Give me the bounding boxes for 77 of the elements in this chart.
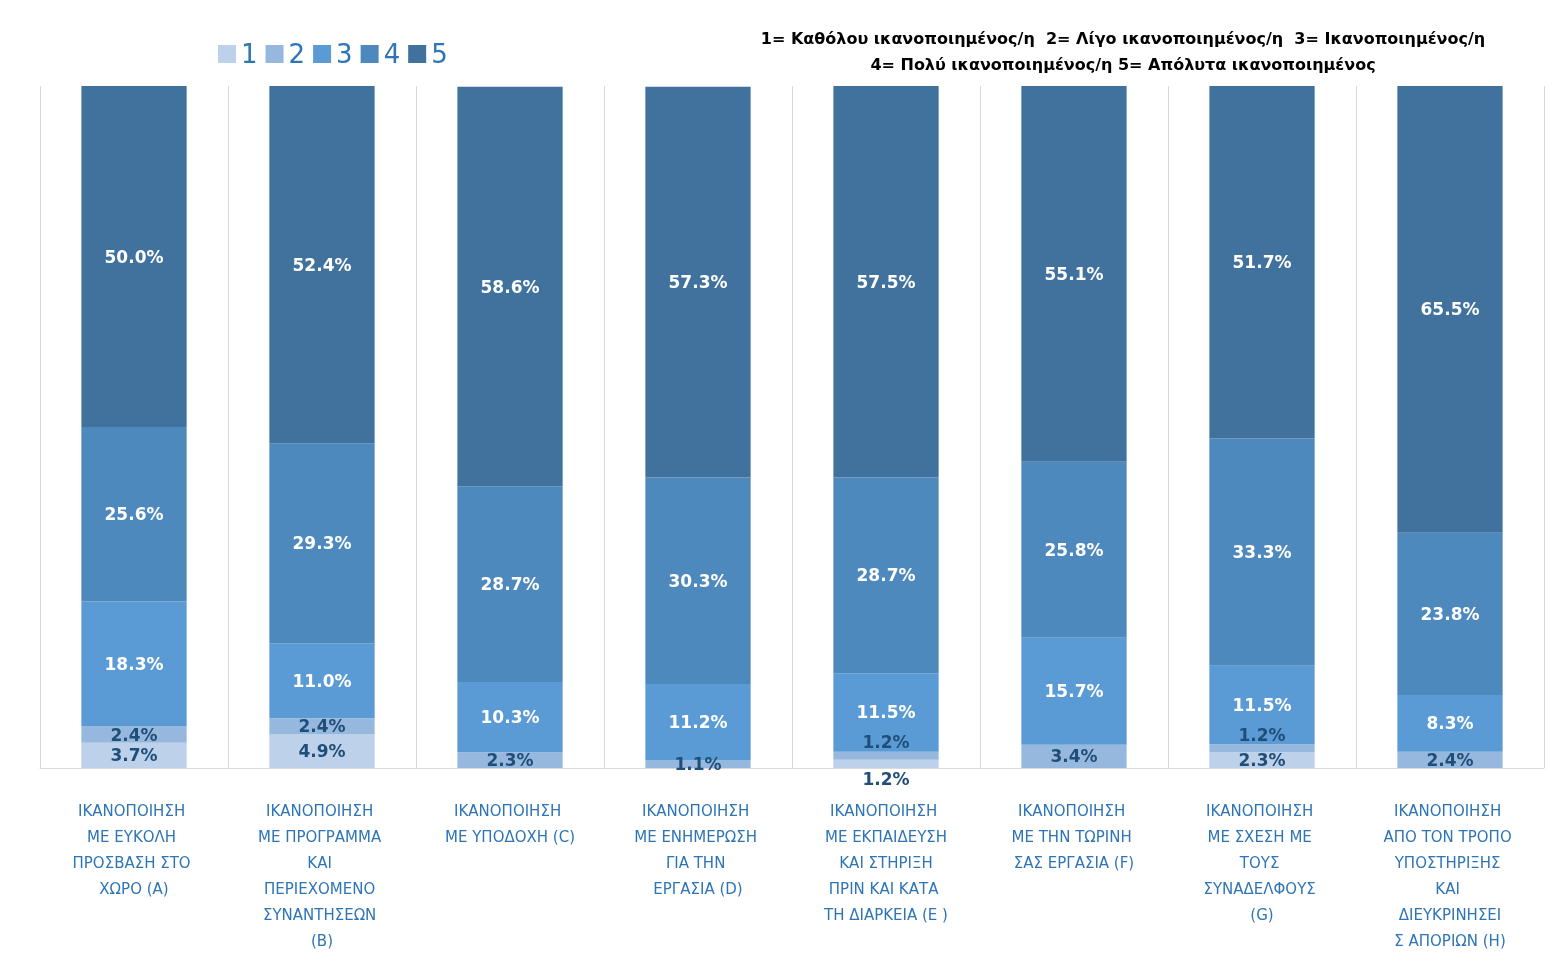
data-label: 23.8%: [1420, 603, 1480, 624]
data-label: 11.5%: [856, 702, 916, 723]
data-label: 2.4%: [298, 716, 346, 737]
data-label: 2.3%: [1238, 750, 1286, 771]
bar: [833, 477, 939, 674]
data-label: 11.2%: [668, 712, 728, 733]
data-label: 55.1%: [1044, 263, 1104, 284]
bar: [833, 751, 939, 760]
bar: [1397, 86, 1503, 533]
x-tick-label: ΙΚΑΝΟΠΟΙΗΣΗ ΜΕ ΕΥΚΟΛΗ ΠΡΟΣΒΑΣΗ ΣΤΟ ΧΩΡΟ (A): [72, 802, 196, 898]
bar: [645, 86, 751, 478]
data-label: 2.3%: [486, 750, 534, 771]
x-tick-label: ΙΚΑΝΟΠΟΙΗΣΗ ΜΕ ΤΗΝ ΤΩΡΙΝΗ ΣΑΣ ΕΡΓΑΣΙΑ (F): [1011, 802, 1137, 872]
x-tick-label: ΙΚΑΝΟΠΟΙΗΣΗ ΜΕ ΕΝΗΜΕΡΩΣΗ ΓΙΑ ΤΗΝ ΕΡΓΑΣΙΑ (D): [634, 802, 762, 898]
legend-label: 3: [336, 39, 353, 69]
data-label: 50.0%: [104, 246, 164, 267]
legend-label: 5: [431, 39, 448, 69]
bar: [81, 601, 187, 727]
bar: [833, 86, 939, 478]
data-label: 18.3%: [104, 653, 164, 674]
data-label: 65.5%: [1420, 299, 1480, 320]
bar: [269, 86, 375, 444]
legend-label: 1: [241, 39, 258, 69]
bar: [1021, 637, 1127, 745]
data-label: 11.0%: [292, 670, 352, 691]
bar: [833, 673, 939, 752]
data-label: 3.4%: [1050, 746, 1098, 767]
bar: [1209, 438, 1315, 666]
data-label: 52.4%: [292, 254, 352, 275]
bar: [833, 759, 939, 768]
data-label: 58.6%: [480, 276, 540, 297]
x-tick-label: ΙΚΑΝΟΠΟΙΗΣΗ ΜΕ ΕΚΠΑΙΔΕΥΣΗ ΚΑΙ ΣΤΗΡΙΞΗ ΠΡΙΝ ΚΑΙ ΚΑΤΑ ΤΗ ΔΙΑΡΚΕΙΑ (E ): [823, 802, 948, 924]
data-label: 25.6%: [104, 504, 164, 525]
data-label: 51.7%: [1232, 252, 1292, 273]
data-label: 1.2%: [862, 732, 910, 753]
bar: [1209, 86, 1315, 439]
bar: [645, 477, 751, 685]
bar: [1397, 695, 1503, 752]
data-label: 57.5%: [856, 271, 916, 292]
x-tick-label: ΙΚΑΝΟΠΟΙΗΣΗ ΑΠΟ ΤΟΝ ΤΡΟΠΟ ΥΠΟΣΤΗΡΙΞΗΣ ΚΑΙ ΔΙΕΥΚΡΙΝΗΣΕΙΣ ΑΠΟΡΙΩΝ (H): [1383, 802, 1517, 950]
bar: [1021, 86, 1127, 462]
text: 1= Καθόλου ικανοποιημένος/η 2= Λίγο ικανοποιημένος/η 3= Ικανοποιημένος/η: [760, 28, 1486, 48]
bar: [1397, 532, 1503, 696]
data-label: 1.2%: [1238, 724, 1286, 745]
bar: [457, 682, 563, 753]
bar: [457, 486, 563, 683]
data-label: 2.4%: [1426, 749, 1474, 770]
bar: [81, 427, 187, 602]
data-label: 30.3%: [668, 570, 728, 591]
bar: [81, 86, 187, 427]
bar: [269, 643, 375, 719]
data-label: 11.5%: [1232, 694, 1292, 715]
data-label: 2.4%: [110, 724, 158, 745]
bar: [1209, 665, 1315, 745]
data-label: 25.8%: [1044, 539, 1104, 560]
data-label: 28.7%: [856, 565, 916, 586]
x-tick-label: ΙΚΑΝΟΠΟΙΗΣΗ ΜΕ ΣΧΕΣΗ ΜΕ ΤΟΥΣ ΣΥΝΑΔΕΛΦΟΥΣ (G): [1203, 802, 1321, 924]
data-label: 57.3%: [668, 272, 728, 293]
data-label: 29.3%: [292, 533, 352, 554]
x-tick-label: ΙΚΑΝΟΠΟΙΗΣΗ ΜΕ ΠΡΟΓΡΑΜΜΑ ΚΑΙ ΠΕΡΙΕΧΟΜΕΝΟ ΣΥΝΑΝΤΗΣΕΩΝ (B): [258, 802, 386, 950]
data-label: 8.3%: [1426, 713, 1474, 734]
data-label: 4.9%: [298, 741, 346, 762]
text: 4= Πολύ ικανοποιημένος/η 5= Απόλυτα ικανοποιημένος: [870, 54, 1376, 74]
data-label: 28.7%: [480, 574, 540, 595]
x-tick-label: ΙΚΑΝΟΠΟΙΗΣΗ ΜΕ ΥΠΟΔΟΧΗ (C): [444, 802, 576, 846]
bar: [1209, 744, 1315, 753]
legend-label: 4: [383, 39, 401, 69]
bar: [1021, 461, 1127, 638]
data-label: 3.7%: [110, 745, 158, 766]
data-label: 1.2%: [862, 768, 910, 789]
data-label: 33.3%: [1232, 542, 1292, 563]
legend-label: 2: [288, 39, 306, 69]
bar: [269, 443, 375, 644]
bar: [457, 86, 563, 487]
bar: [269, 734, 375, 768]
data-label: 10.3%: [480, 707, 540, 728]
data-label: 15.7%: [1044, 681, 1104, 702]
